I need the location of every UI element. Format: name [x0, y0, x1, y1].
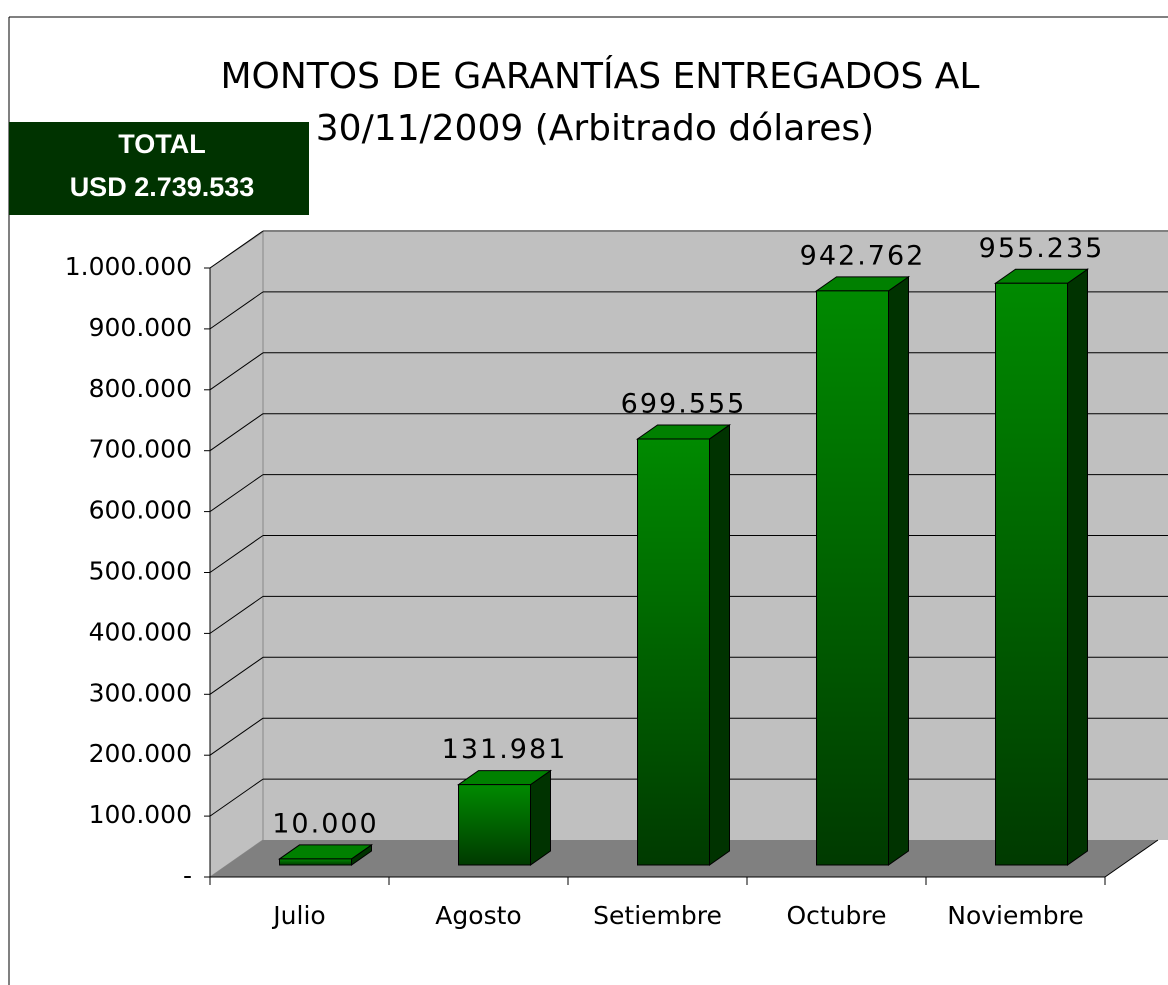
- y-tick-label: -: [183, 861, 192, 890]
- bar-side: [709, 424, 730, 866]
- grid-line: [209, 778, 264, 817]
- value-label: 942.762: [800, 240, 926, 271]
- y-tick-label: 200.000: [89, 739, 192, 768]
- grid-line: [209, 291, 264, 330]
- y-tick-label: 800.000: [89, 374, 192, 403]
- y-tick-label: 1.000.000: [65, 252, 192, 281]
- value-label: 10.000: [272, 808, 378, 839]
- x-tick-label: Julio: [271, 901, 325, 930]
- bar-side: [530, 769, 551, 866]
- bar: [637, 438, 710, 866]
- bar: [458, 784, 531, 866]
- grid-line: [209, 535, 264, 573]
- value-label: 699.555: [621, 388, 747, 419]
- x-tick-label: Noviembre: [947, 901, 1083, 930]
- bar: [279, 858, 352, 866]
- y-tick-label: 600.000: [89, 496, 192, 525]
- floor-edge: [1104, 839, 1159, 878]
- value-label: 131.981: [442, 734, 568, 765]
- y-tick-label: 900.000: [89, 313, 192, 342]
- bar: [995, 282, 1068, 866]
- x-tick-label: Octubre: [786, 901, 886, 930]
- grid-line: [209, 717, 264, 756]
- x-tick-label: Agosto: [435, 901, 521, 930]
- chart-title: MONTOS DE GARANTÍAS ENTREGADOS AL: [220, 55, 979, 97]
- value-label: 955.235: [979, 233, 1105, 264]
- bar: [816, 290, 889, 866]
- grid-line: [209, 413, 264, 452]
- grid-line: [209, 656, 264, 695]
- grid-line: [209, 595, 264, 634]
- bar-side: [888, 275, 909, 866]
- chart-title: 30/11/2009 (Arbitrado dólares): [316, 108, 874, 149]
- y-tick-label: 100.000: [89, 800, 192, 829]
- bar-side: [1067, 268, 1088, 866]
- y-tick-label: 400.000: [89, 617, 192, 646]
- grid-line: [209, 230, 264, 269]
- grid-line: [209, 474, 264, 513]
- y-tick-label: 300.000: [89, 678, 192, 707]
- total-label: TOTAL: [118, 129, 206, 159]
- y-tick-label: 500.000: [89, 557, 192, 586]
- grid-line: [209, 352, 264, 391]
- y-tick-label: 700.000: [89, 435, 192, 464]
- x-tick-label: Setiembre: [593, 901, 722, 930]
- total-box: [9, 122, 309, 215]
- plot: - 100.000 200.000 300.000 400.000 500.000 600.…: [65, 230, 1168, 930]
- total-value: USD 2.739.533: [70, 172, 255, 202]
